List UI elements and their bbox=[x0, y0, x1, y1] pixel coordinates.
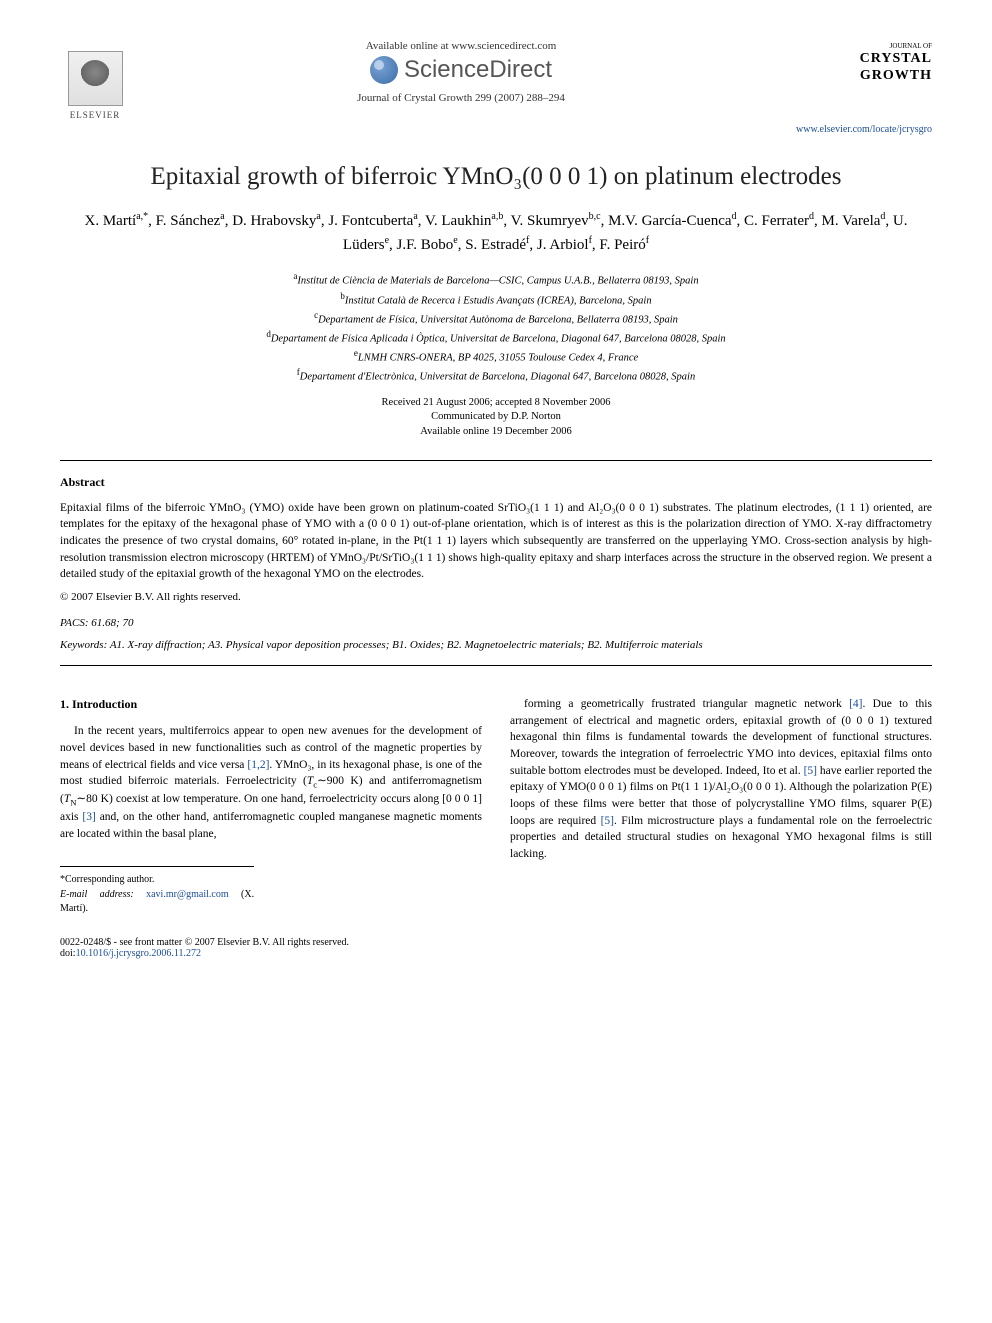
rule-bottom bbox=[60, 665, 932, 666]
email-address[interactable]: xavi.mr@gmail.com bbox=[146, 889, 229, 900]
online-date: Available online 19 December 2006 bbox=[60, 425, 932, 440]
front-matter: 0022-0248/$ - see front matter © 2007 El… bbox=[60, 937, 932, 948]
email-line: E-mail address: xavi.mr@gmail.com (X. Ma… bbox=[60, 888, 254, 917]
abstract-body: Epitaxial films of the biferroic YMnO₃ (… bbox=[60, 500, 932, 583]
keywords-line: Keywords: A1. X-ray diffraction; A3. Phy… bbox=[60, 639, 932, 651]
available-online: Available online at www.sciencedirect.co… bbox=[130, 40, 792, 52]
intro-paragraph-2: forming a geometrically frustrated trian… bbox=[510, 696, 932, 863]
footnotes: *Corresponding author. E-mail address: x… bbox=[60, 866, 254, 917]
article-title: Epitaxial growth of biferroic YMnO₃(0 0 … bbox=[60, 163, 932, 191]
pacs-line: PACS: 61.68; 70 bbox=[60, 617, 932, 629]
keywords-value: A1. X-ray diffraction; A3. Physical vapo… bbox=[110, 639, 703, 651]
growth-label: GROWTH bbox=[860, 68, 932, 83]
header-right: JOURNAL OF CRYSTAL GROWTH www.elsevier.c… bbox=[792, 40, 932, 135]
communicated-by: Communicated by D.P. Norton bbox=[60, 410, 932, 425]
pacs-label: PACS: bbox=[60, 617, 89, 629]
corresponding-author: *Corresponding author. bbox=[60, 873, 254, 888]
journal-reference: Journal of Crystal Growth 299 (2007) 288… bbox=[130, 92, 792, 104]
section-1-heading: 1. Introduction bbox=[60, 696, 482, 713]
locate-url[interactable]: www.elsevier.com/locate/jcrysgro bbox=[792, 124, 932, 135]
doi-label: doi: bbox=[60, 948, 76, 959]
column-left: 1. Introduction In the recent years, mul… bbox=[60, 696, 482, 917]
journal-of-label: JOURNAL OF bbox=[890, 42, 932, 50]
journal-cover-logo: JOURNAL OF CRYSTAL GROWTH bbox=[792, 40, 932, 84]
received-date: Received 21 August 2006; accepted 8 Nove… bbox=[60, 396, 932, 411]
email-label: E-mail address: bbox=[60, 889, 134, 900]
doi-value[interactable]: 10.1016/j.jcrysgro.2006.11.272 bbox=[76, 948, 201, 959]
abstract-copyright: © 2007 Elsevier B.V. All rights reserved… bbox=[60, 591, 932, 603]
sciencedirect-text: ScienceDirect bbox=[404, 56, 552, 84]
elsevier-logo: ELSEVIER bbox=[60, 40, 130, 120]
sciencedirect-icon bbox=[370, 56, 398, 84]
pacs-value: 61.68; 70 bbox=[91, 617, 133, 629]
abstract-heading: Abstract bbox=[60, 475, 932, 490]
sciencedirect-logo: ScienceDirect bbox=[370, 56, 552, 84]
authors-list: X. Martía,*, F. Sáncheza, D. Hrabovskya,… bbox=[60, 209, 932, 256]
body-columns: 1. Introduction In the recent years, mul… bbox=[60, 696, 932, 917]
footer: 0022-0248/$ - see front matter © 2007 El… bbox=[60, 937, 932, 959]
column-right: forming a geometrically frustrated trian… bbox=[510, 696, 932, 917]
dates-block: Received 21 August 2006; accepted 8 Nove… bbox=[60, 396, 932, 440]
rule-top bbox=[60, 460, 932, 461]
elsevier-tree-icon bbox=[68, 51, 123, 106]
header-bar: ELSEVIER Available online at www.science… bbox=[60, 40, 932, 135]
affiliations-list: aInstitut de Ciència de Materials de Bar… bbox=[60, 270, 932, 385]
keywords-label: Keywords: bbox=[60, 639, 107, 651]
header-center: Available online at www.sciencedirect.co… bbox=[130, 40, 792, 104]
elsevier-label: ELSEVIER bbox=[70, 110, 121, 120]
intro-paragraph-1: In the recent years, multiferroics appea… bbox=[60, 723, 482, 842]
doi-line: doi:10.1016/j.jcrysgro.2006.11.272 bbox=[60, 948, 932, 959]
crystal-label: CRYSTAL bbox=[860, 51, 932, 66]
